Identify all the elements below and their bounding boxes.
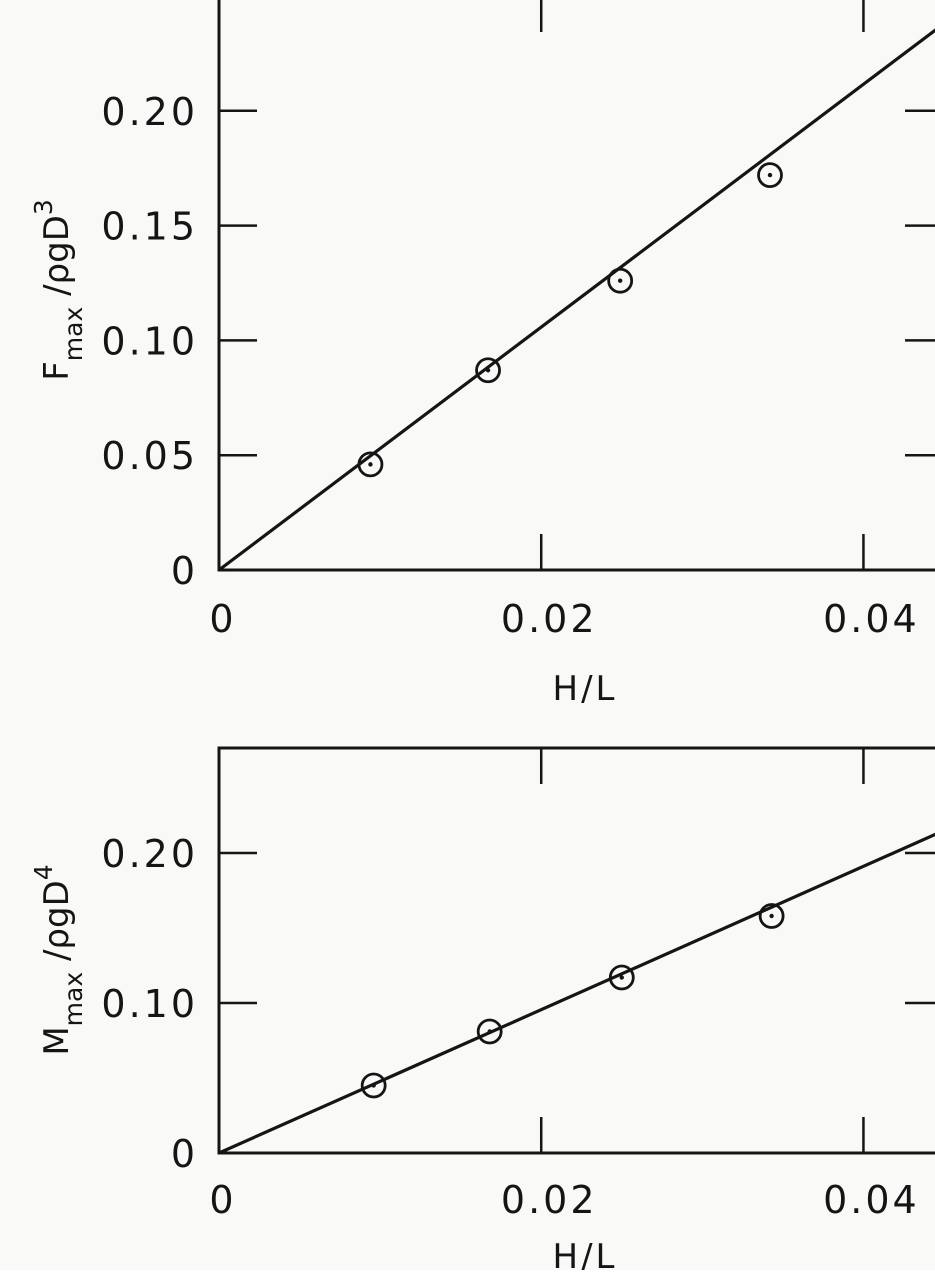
y-tick-label: 0.10 (101, 319, 198, 363)
data-point-ring (357, 451, 384, 478)
y-axis-label-sub: max (59, 972, 88, 1026)
x-axis-label: H/L (553, 1237, 618, 1270)
y-tick-label: 0.10 (101, 982, 198, 1026)
y-tick-label: 0.20 (101, 832, 198, 876)
data-point (360, 1072, 387, 1099)
data-point (758, 903, 785, 929)
y-axis-label: Fmax /ρgD3 (29, 199, 88, 381)
y-tick-label: 0 (171, 1132, 198, 1176)
data-point-dot (617, 278, 623, 283)
y-axis-label: Mmax /ρgD4 (29, 864, 88, 1055)
data-point-ring (476, 1018, 503, 1045)
data-point-dot (769, 913, 774, 919)
plot-frame (217, 0, 935, 572)
y-axis-label-rest: /ρgD (37, 880, 77, 972)
data-point-dot (371, 1083, 376, 1088)
data-point (357, 451, 384, 478)
data-point (476, 1018, 503, 1045)
y-tick-label: 0.05 (101, 434, 198, 478)
y-axis-label-sup: 3 (29, 199, 58, 215)
data-point-ring (607, 267, 634, 294)
y-axis-label-rest: /ρgD (37, 215, 77, 307)
x-tick-label: 0.04 (823, 1178, 920, 1222)
data-point-ring (360, 1072, 387, 1099)
y-axis-label-base: M (37, 1026, 77, 1055)
data-point-ring (757, 162, 783, 188)
x-tick-label: 0 (209, 1178, 236, 1222)
y-tick-label: 0.15 (101, 205, 198, 249)
y-tick-label: 0 (171, 549, 198, 593)
fit-line (218, 832, 935, 1155)
data-point-ring (608, 964, 635, 991)
plot-frame (217, 746, 935, 1155)
data-point-ring (758, 903, 785, 929)
y-tick-label: 0.20 (101, 90, 198, 134)
data-point (607, 267, 634, 294)
data-point-ring (475, 357, 501, 384)
y-axis-label-sub: max (59, 307, 88, 361)
y-axis-label-base: F (37, 361, 77, 381)
x-axis-label: H/L (553, 669, 618, 709)
x-tick-label: 0.04 (823, 597, 920, 641)
data-point (475, 357, 501, 384)
y-axis-label-sup: 4 (29, 864, 58, 880)
x-tick-label: 0 (209, 597, 236, 641)
data-point-dot (767, 172, 773, 178)
chart-panel-1: 0 0.02 0.04 0 0.05 0.10 0.15 0.20 H/L Fmax /ρgD3 (29, 0, 935, 709)
x-tick-label: 0.02 (501, 597, 598, 641)
data-point-dot (619, 975, 624, 980)
data-point (757, 162, 783, 188)
fit-line (218, 28, 935, 572)
data-point-dot (368, 462, 373, 467)
chart-panel-2: 0 0.02 0.04 0 0.10 0.20 H/L Mmax /ρgD4 (29, 746, 935, 1275)
x-tick-label: 0.02 (501, 1178, 598, 1222)
data-point (608, 964, 635, 991)
data-point-dot (487, 1029, 492, 1034)
data-point-dot (485, 368, 491, 373)
